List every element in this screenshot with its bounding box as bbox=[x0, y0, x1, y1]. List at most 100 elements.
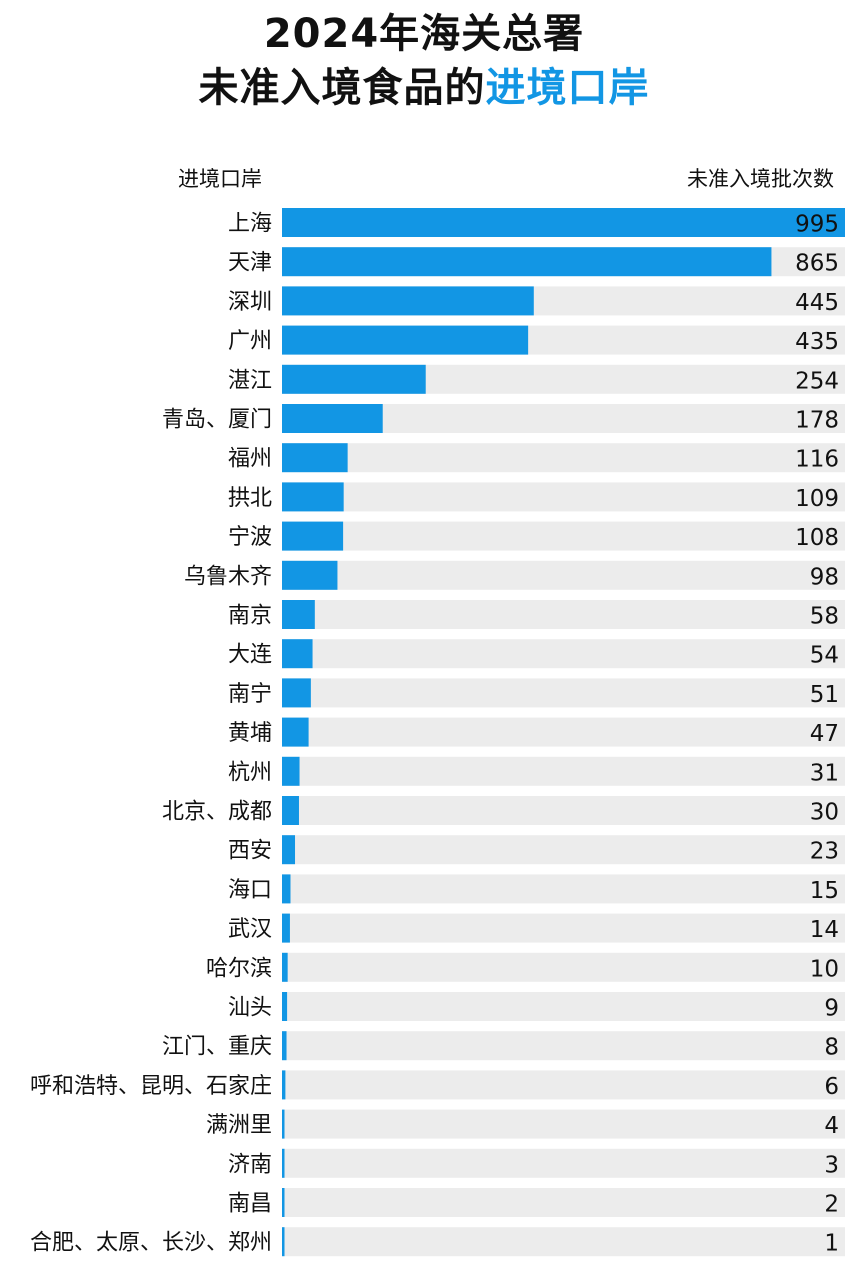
category-label: 深圳 bbox=[228, 290, 272, 315]
bar-row: 哈尔滨 10 bbox=[206, 952, 845, 982]
bar bbox=[282, 874, 291, 904]
bar-row: 南宁 51 bbox=[228, 678, 845, 708]
category-label: 北京、成都 bbox=[162, 800, 272, 825]
category-label: 广州 bbox=[228, 329, 272, 354]
bar bbox=[282, 1031, 287, 1061]
value-label: 9 bbox=[824, 996, 839, 1022]
category-label: 湛江 bbox=[228, 368, 272, 393]
value-label: 98 bbox=[810, 564, 839, 590]
category-label: 青岛、厦门 bbox=[162, 408, 272, 433]
bar-row: 宁波 108 bbox=[228, 521, 845, 551]
bar-row: 济南 3 bbox=[228, 1148, 845, 1178]
bar bbox=[282, 796, 299, 825]
category-label: 汕头 bbox=[228, 996, 272, 1021]
value-label: 54 bbox=[810, 643, 839, 669]
category-label: 武汉 bbox=[228, 917, 272, 942]
bar-row: 武汉 14 bbox=[228, 913, 845, 943]
value-label: 51 bbox=[810, 682, 839, 708]
bar-row: 福州 116 bbox=[228, 443, 845, 473]
category-label: 杭州 bbox=[228, 760, 272, 785]
bar bbox=[282, 952, 288, 982]
bar-track bbox=[282, 600, 845, 629]
value-label: 10 bbox=[810, 956, 839, 982]
value-label: 8 bbox=[824, 1035, 839, 1061]
bar-row: 天津 865 bbox=[228, 247, 845, 277]
chart-title-line2: 未准入境食品的进境口岸 bbox=[0, 62, 848, 114]
bar-row: 南昌 2 bbox=[228, 1188, 845, 1218]
bar-track bbox=[282, 717, 845, 747]
value-label: 4 bbox=[824, 1113, 839, 1139]
category-label: 满洲里 bbox=[206, 1113, 272, 1138]
bar-track bbox=[282, 1227, 845, 1257]
category-label: 南京 bbox=[228, 604, 272, 629]
value-label: 865 bbox=[795, 251, 839, 277]
bar-row: 拱北 109 bbox=[228, 482, 845, 512]
bar-track bbox=[282, 1070, 845, 1100]
category-label: 上海 bbox=[228, 212, 272, 237]
value-label: 109 bbox=[795, 486, 839, 512]
bar-track bbox=[282, 1031, 845, 1061]
value-label: 15 bbox=[810, 878, 839, 904]
category-label: 江门、重庆 bbox=[162, 1035, 272, 1060]
value-label: 108 bbox=[795, 525, 839, 551]
category-label: 天津 bbox=[228, 251, 272, 276]
bar bbox=[282, 325, 529, 355]
value-label: 116 bbox=[795, 447, 839, 473]
category-label: 宁波 bbox=[228, 525, 272, 550]
bar bbox=[282, 521, 344, 551]
category-label: 海口 bbox=[228, 878, 272, 903]
value-label: 6 bbox=[824, 1074, 839, 1100]
bar-row: 青岛、厦门 178 bbox=[162, 404, 845, 434]
category-label: 乌鲁木齐 bbox=[184, 564, 272, 589]
bar bbox=[282, 482, 344, 512]
bar-row: 北京、成都 30 bbox=[162, 796, 845, 826]
value-label: 995 bbox=[795, 212, 839, 238]
bar bbox=[282, 756, 300, 786]
bar bbox=[282, 992, 288, 1021]
chart-title-line1: 2024年海关总署 bbox=[263, 11, 585, 57]
value-label: 445 bbox=[795, 290, 839, 316]
value-label: 14 bbox=[810, 917, 839, 943]
category-label: 呼和浩特、昆明、石家庄 bbox=[30, 1074, 272, 1099]
bar-track bbox=[282, 1188, 845, 1217]
bar-row: 汕头 9 bbox=[228, 992, 845, 1022]
bar bbox=[282, 1109, 285, 1139]
value-label: 3 bbox=[824, 1152, 839, 1178]
bar-track bbox=[282, 913, 845, 943]
bar-row: 南京 58 bbox=[228, 600, 845, 630]
category-column-header: 进境口岸 bbox=[178, 167, 262, 191]
value-label: 254 bbox=[795, 368, 839, 394]
category-label: 大连 bbox=[228, 643, 272, 668]
value-label: 23 bbox=[810, 839, 839, 865]
bar-track bbox=[282, 521, 845, 551]
bar-row: 合肥、太原、长沙、郑州 1 bbox=[30, 1227, 845, 1257]
bar-track bbox=[282, 952, 845, 982]
bar-row: 大连 54 bbox=[228, 639, 845, 669]
bar bbox=[282, 443, 348, 473]
bar bbox=[282, 1188, 285, 1217]
bar bbox=[282, 600, 315, 629]
category-label: 黄埔 bbox=[228, 721, 272, 746]
bar-row: 呼和浩特、昆明、石家庄 6 bbox=[30, 1070, 845, 1100]
bar-track bbox=[282, 639, 845, 669]
bar bbox=[282, 1070, 286, 1100]
category-label: 拱北 bbox=[228, 486, 272, 511]
value-label: 58 bbox=[810, 604, 839, 630]
bar bbox=[282, 364, 426, 394]
bar-row: 广州 435 bbox=[228, 325, 845, 355]
value-label: 178 bbox=[795, 408, 839, 434]
category-label: 西安 bbox=[228, 839, 272, 864]
bar-row: 杭州 31 bbox=[228, 756, 845, 786]
value-label: 30 bbox=[810, 800, 839, 826]
bar-track bbox=[282, 835, 845, 865]
bar-track bbox=[282, 874, 845, 904]
category-label: 南昌 bbox=[228, 1192, 272, 1217]
bar-track bbox=[282, 560, 845, 590]
title-line2-highlight: 进境口岸 bbox=[485, 65, 650, 111]
bar-row: 满洲里 4 bbox=[206, 1109, 845, 1139]
bar-row: 湛江 254 bbox=[228, 364, 845, 394]
category-label: 合肥、太原、长沙、郑州 bbox=[30, 1231, 272, 1256]
bar-track bbox=[282, 756, 845, 786]
title-line2-prefix: 未准入境食品的 bbox=[198, 65, 486, 111]
